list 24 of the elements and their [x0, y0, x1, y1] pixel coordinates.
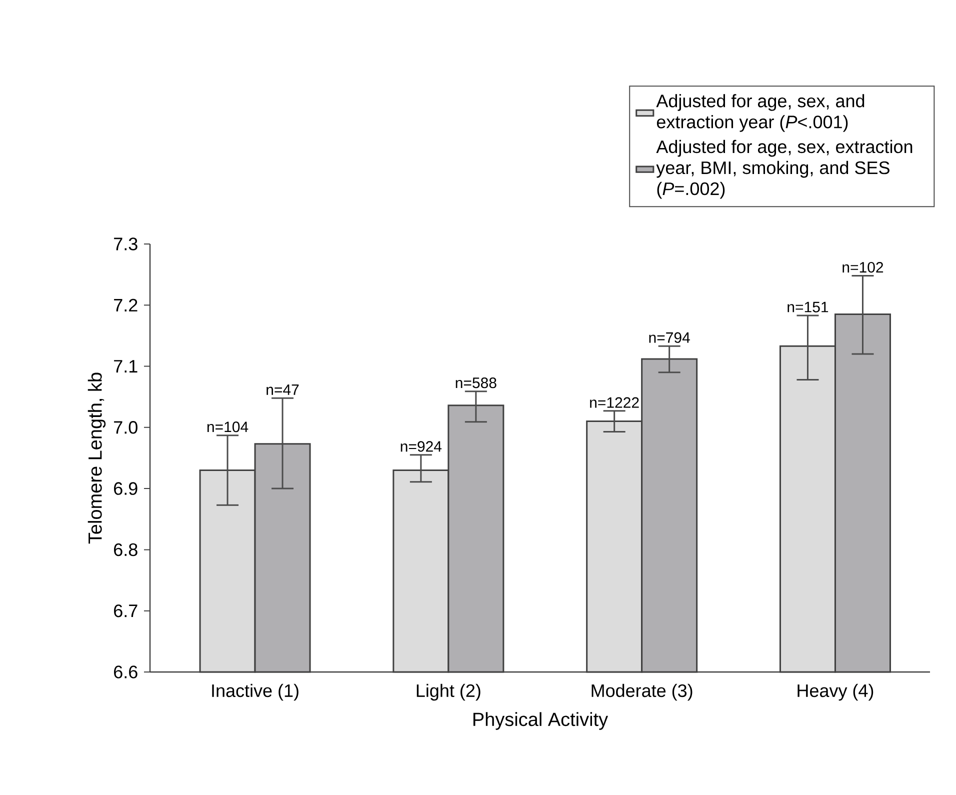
annotation: n=924 — [400, 441, 442, 452]
annotation: n=47 — [266, 384, 299, 395]
annotation: n=104 — [207, 422, 248, 432]
legend-label: Adjusted for age, sex, and extraction year (P<.001) — [656, 94, 864, 132]
x-tick-label: Heavy (4) — [798, 684, 874, 701]
x-tick-label: Inactive (1) — [212, 684, 298, 701]
annotation: n=1222 — [590, 397, 639, 408]
y-axis-title: Telomere Length, kb — [88, 372, 106, 544]
annotation: n=794 — [649, 332, 690, 343]
legend-label: Adjusted for age, sex, extraction year, BMI, smoking, and SES (P=.002) — [656, 140, 912, 199]
annotation: n=102 — [842, 262, 884, 273]
annotation: n=588 — [456, 378, 496, 388]
annotation: n=151 — [788, 302, 828, 312]
x-axis-title: Physical Activity — [473, 712, 608, 730]
y-tick-label: 6.9 — [114, 482, 138, 495]
y-tick-label: 6.6 — [114, 666, 138, 678]
y-tick-label: 7.0 — [114, 421, 138, 434]
y-tick-label: 7.1 — [114, 360, 138, 372]
y-tick-label: 6.8 — [114, 543, 138, 556]
x-tick-label: Light (2) — [416, 684, 480, 701]
y-tick-label: 6.7 — [114, 604, 138, 618]
y-tick-label: 7.2 — [114, 298, 138, 312]
y-tick-label: 7.3 — [114, 238, 138, 250]
x-tick-label: Moderate (3) — [592, 684, 692, 701]
